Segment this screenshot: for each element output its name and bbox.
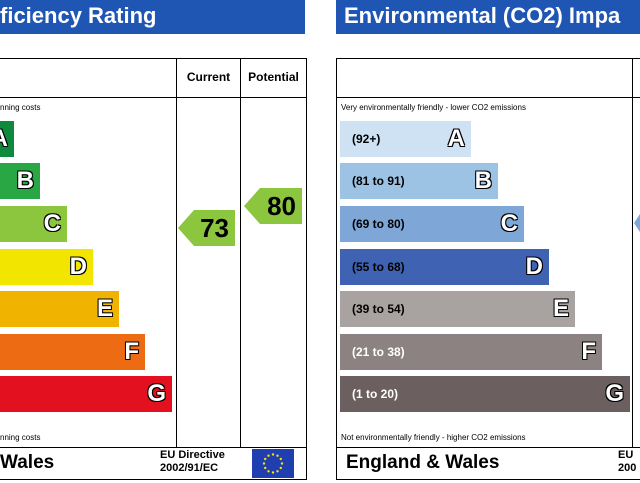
right-band-letter: A [447, 125, 465, 152]
eu-star [279, 466, 282, 470]
left-band-letter: B [16, 167, 34, 194]
current-rating-arrow: 73 [178, 210, 235, 246]
left-directive-line1: EU Directive [160, 449, 225, 461]
right-footer-rule [337, 447, 640, 448]
right-band-d: (55 to 68) D [340, 249, 549, 285]
right-top-note: Very environmentally friendly - lower CO… [341, 103, 526, 112]
right-bottom-note: Not environmentally friendly - higher CO… [341, 433, 526, 442]
right-band-range: (69 to 80) [352, 217, 405, 231]
eu-star [271, 471, 275, 474]
left-col-potential: Potential [248, 70, 299, 84]
left-band-letter: F [124, 338, 139, 365]
right-panel-title: Environmental (CO2) Impa [344, 3, 621, 28]
eu-star [280, 462, 284, 465]
left-band-letter: C [43, 210, 61, 237]
eu-star [276, 454, 279, 457]
left-col-current: Current [186, 70, 231, 84]
eu-star [267, 454, 270, 457]
right-band-e: (39 to 54) E [340, 291, 575, 327]
left-potential-divider [240, 58, 241, 448]
eu-star [271, 453, 275, 456]
potential-rating-value: 80 [267, 191, 296, 221]
right-directive: EU 200 [618, 449, 636, 475]
eu-star [276, 470, 279, 473]
left-directive-line2: 2002/91/EC [160, 462, 219, 474]
right-band-range: (39 to 54) [352, 302, 405, 316]
right-band-range: (92+) [352, 132, 381, 146]
left-band-c: C [0, 206, 67, 242]
right-directive-line2: 200 [618, 462, 637, 474]
eu-star [264, 457, 267, 461]
right-band-letter: E [552, 295, 569, 322]
left-band-letter: G [147, 380, 166, 407]
right-band-range: (1 to 20) [352, 387, 399, 401]
left-panel-title: ficiency Rating [0, 3, 157, 28]
left-band-f: F [0, 334, 145, 370]
right-band-range: (55 to 68) [352, 260, 405, 274]
potential-rating-arrow: 80 [244, 188, 302, 224]
left-band-letter: A [0, 121, 8, 157]
right-band-letter: B [474, 167, 492, 194]
potential-arrow-shape [244, 188, 302, 224]
left-footer-rule [0, 447, 306, 448]
right-band-range: (81 to 91) [352, 174, 405, 188]
right-band-letter: F [581, 338, 596, 365]
left-band-d: D [0, 249, 93, 285]
right-band-f: (21 to 38) F [340, 334, 602, 370]
left-top-note: nning costs [0, 103, 41, 112]
right-footer-title: England & Wales [346, 452, 500, 473]
right-band-range: (21 to 38) [352, 345, 405, 359]
right-band-b: (81 to 91) B [340, 163, 498, 199]
left-current-divider [176, 58, 177, 448]
left-footer-title: Wales [0, 452, 55, 473]
eu-star [279, 457, 282, 461]
left-band-letter: D [69, 253, 87, 280]
right-band-a: (92+) A [340, 121, 471, 157]
right-directive-line1: EU [618, 449, 634, 461]
eu-flag-icon [252, 449, 294, 478]
left-band-b: B [0, 163, 40, 199]
right-band-letter: D [525, 253, 543, 280]
right-panel-header: Environmental (CO2) Impa [336, 0, 640, 34]
right-band-c: (69 to 80) C [340, 206, 524, 242]
eu-star [267, 470, 270, 473]
eu-stars [262, 453, 284, 474]
left-panel-header: ficiency Rating [0, 0, 305, 34]
left-band-letter: E [96, 295, 113, 322]
left-bottom-note: nning costs [0, 433, 41, 442]
left-header-rule [0, 97, 306, 98]
right-band-letter: C [500, 210, 518, 237]
right-band-letter: G [605, 380, 624, 407]
left-band-a: A [0, 121, 14, 157]
right-current-divider [632, 58, 633, 448]
right-band-g: (1 to 20) G [340, 376, 630, 412]
right-arrow-partial-icon [634, 214, 640, 232]
current-rating-value: 73 [200, 213, 229, 243]
eu-star [264, 466, 267, 470]
left-directive: EU Directive 2002/91/EC [160, 449, 225, 475]
eu-star [262, 462, 266, 465]
right-header-rule [337, 97, 640, 98]
left-band-g: G [0, 376, 172, 412]
current-arrow-shape [178, 210, 235, 246]
left-band-e: E [0, 291, 119, 327]
